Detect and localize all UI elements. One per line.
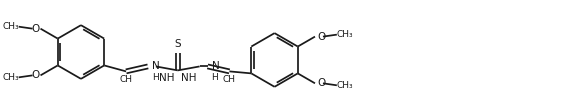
Text: CH₃: CH₃	[337, 30, 353, 39]
Text: NH: NH	[181, 73, 197, 83]
Text: CH₃: CH₃	[337, 81, 353, 90]
Text: NH: NH	[159, 73, 175, 83]
Text: N: N	[211, 61, 219, 71]
Text: CH: CH	[120, 75, 133, 84]
Text: H: H	[211, 73, 218, 82]
Text: CH: CH	[223, 75, 236, 84]
Text: O: O	[31, 70, 39, 80]
Text: H: H	[152, 73, 158, 82]
Text: O: O	[317, 78, 325, 88]
Text: O: O	[317, 32, 325, 42]
Text: S: S	[174, 39, 181, 48]
Text: CH₃: CH₃	[2, 22, 19, 31]
Text: CH₃: CH₃	[2, 73, 19, 82]
Text: N: N	[152, 61, 160, 71]
Text: O: O	[31, 24, 39, 34]
